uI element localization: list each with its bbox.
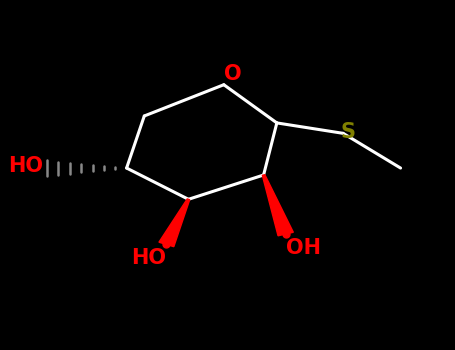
- Text: HO: HO: [131, 248, 166, 268]
- Text: O: O: [224, 64, 242, 84]
- Polygon shape: [159, 199, 190, 247]
- Text: OH: OH: [286, 238, 321, 258]
- Polygon shape: [263, 175, 293, 236]
- Text: HO: HO: [8, 156, 43, 176]
- Text: S: S: [340, 121, 355, 142]
